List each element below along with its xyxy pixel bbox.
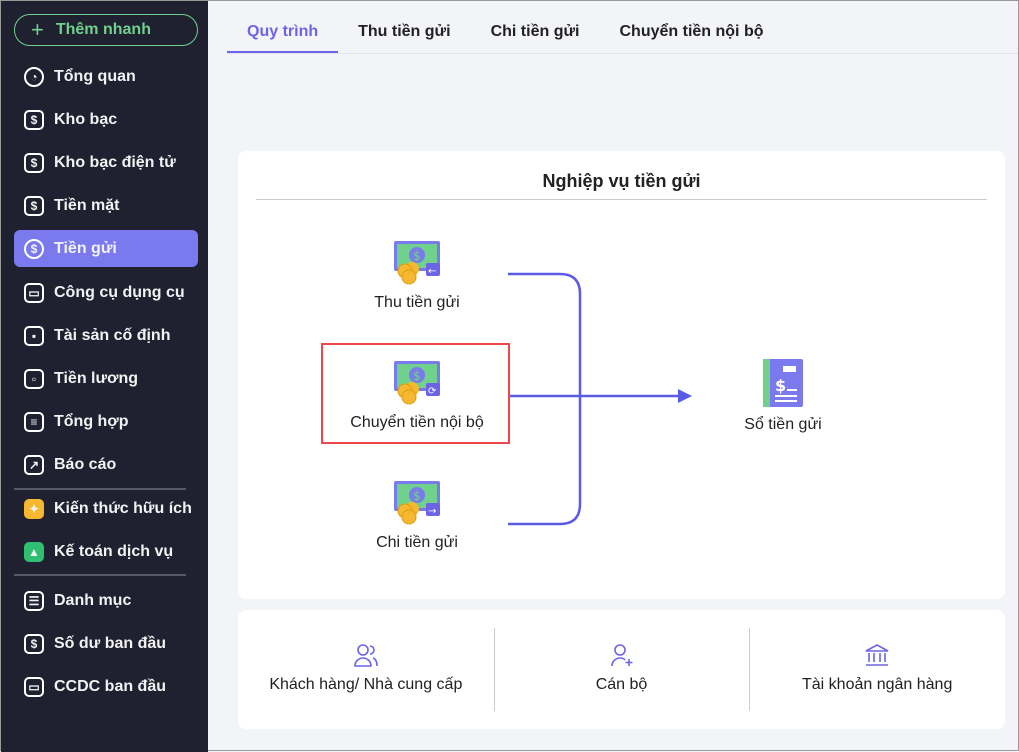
flow-source-label: Thu tiền gửi: [374, 294, 460, 311]
svg-text:$: $: [413, 369, 421, 383]
sidebar-item-label: Kho bạc: [54, 110, 118, 128]
cash-bag-icon: $: [24, 195, 44, 216]
money-coins-icon: $⟳: [394, 361, 440, 405]
sidebar: + Thêm nhanh ◔ Tổng quan $ Kho bạc $ Kho bạc đ…: [1, 1, 208, 752]
sidebar-item-cash-bag[interactable]: $ Tiền mặt: [14, 187, 198, 224]
quick-add-button[interactable]: + Thêm nhanh: [14, 14, 198, 46]
money-coins-icon: $→: [394, 481, 440, 525]
ledger-book-icon: $: [763, 359, 803, 407]
sidebar-item-knowledge[interactable]: ✦ Kiến thức hữu ích: [14, 490, 198, 527]
flow-node-chi-tien-gui[interactable]: $ → Chi tiền gửi: [322, 479, 512, 552]
tab-bar: Quy trình Thu tiền gửi Chi tiền gửi Chuy…: [227, 15, 784, 55]
sidebar-item-e-treasury[interactable]: $ Kho bạc điện tử: [14, 144, 198, 181]
flow-node-chuyen-tien-noi-bo[interactable]: $ ⟳ Chuyển tiền nội bộ: [322, 359, 512, 432]
connector-bracket: [508, 272, 582, 526]
flow-source-label: Chi tiền gửi: [376, 534, 458, 551]
shortcut-staff[interactable]: Cán bộ: [493, 610, 750, 729]
tools-initial-icon: ▭: [24, 676, 44, 697]
sidebar-item-safe[interactable]: $ Kho bạc: [14, 101, 198, 138]
tools-icon: ▭: [24, 282, 44, 303]
flow-target-label: Sổ tiền gửi: [744, 416, 822, 433]
sidebar-item-label: Tổng hợp: [54, 412, 129, 430]
sidebar-item-tools[interactable]: ▭ Công cụ dụng cụ: [14, 274, 198, 311]
sidebar-item-service[interactable]: ▲ Kế toán dịch vụ: [14, 533, 198, 570]
sidebar-item-label: Tổng quan: [54, 67, 136, 85]
sidebar-item-label: CCDC ban đầu: [54, 677, 166, 695]
service-icon: ▲: [24, 541, 44, 562]
svg-text:$: $: [413, 489, 421, 503]
sidebar-item-balance[interactable]: $ Số dư ban đầu: [14, 625, 198, 662]
briefcase-icon: ▫: [24, 368, 44, 389]
divider: [14, 488, 186, 490]
divider: [256, 199, 987, 200]
e-treasury-icon: $: [24, 152, 44, 173]
sidebar-item-pie-chart[interactable]: ◔ Tổng quan: [14, 58, 198, 95]
deposit-icon: $: [24, 238, 44, 259]
tab-chuyen-tien-noi-bo[interactable]: Chuyển tiền nội bộ: [619, 23, 764, 40]
tab-thu-tien-gui[interactable]: Thu tiền gửi: [358, 23, 451, 40]
sidebar-item-label: Báo cáo: [54, 455, 117, 473]
safe-icon: $: [24, 109, 44, 130]
sidebar-item-list[interactable]: ☰ Danh mục: [14, 582, 198, 619]
report-icon: ↗: [24, 454, 44, 475]
sidebar-item-label: Tiền gửi: [54, 239, 117, 257]
sidebar-item-label: Tiền mặt: [54, 196, 120, 214]
bank-icon: [865, 644, 889, 666]
tab-quy-trinh[interactable]: Quy trình: [227, 15, 339, 54]
quick-add-label: Thêm nhanh: [55, 21, 151, 38]
divider: [14, 574, 186, 576]
flow-title: Nghiệp vụ tiền gửi: [542, 171, 701, 191]
svg-text:→: →: [428, 506, 436, 517]
user-add-icon: [610, 644, 632, 667]
svg-text:$: $: [775, 376, 786, 395]
sidebar-item-report[interactable]: ↗ Báo cáo: [14, 446, 198, 483]
shortcuts-card: Khách hàng/ Nhà cung cấp Cán bộ Tài khoả…: [238, 610, 1005, 729]
knowledge-icon: ✦: [24, 498, 44, 519]
document-icon: ≡: [24, 411, 44, 432]
sidebar-item-label: Tiền lương: [54, 369, 138, 387]
sidebar-item-document[interactable]: ≡ Tổng hợp: [14, 403, 198, 440]
svg-text:$: $: [413, 249, 421, 263]
arrow-head-icon: [678, 389, 692, 403]
shortcut-label: Tài khoản ngân hàng: [802, 676, 953, 693]
sidebar-item-label: Số dư ban đầu: [54, 634, 167, 652]
shortcut-customers-suppliers[interactable]: Khách hàng/ Nhà cung cấp: [238, 610, 494, 729]
flow-node-thu-tien-gui[interactable]: $ ← Thu tiền gửi: [322, 239, 512, 312]
balance-icon: $: [24, 633, 44, 654]
tab-chi-tien-gui[interactable]: Chi tiền gửi: [490, 23, 580, 40]
sidebar-item-label: Tài sản cố định: [54, 326, 171, 344]
tab-underline: [227, 53, 1018, 54]
truck-icon: ▪: [24, 325, 44, 346]
shortcut-label: Khách hàng/ Nhà cung cấp: [269, 676, 463, 693]
flow-card: Nghiệp vụ tiền gửi $ ← Thu tiền gửi $ ⟳ Chuyể…: [238, 151, 1005, 599]
svg-text:⟳: ⟳: [428, 386, 437, 397]
money-coins-icon: $←: [394, 241, 440, 285]
plus-icon: +: [31, 17, 44, 42]
list-icon: ☰: [24, 590, 44, 611]
users-icon: [354, 644, 378, 667]
shortcut-label: Cán bộ: [595, 676, 648, 693]
flow-source-label: Chuyển tiền nội bộ: [350, 414, 484, 431]
sidebar-item-truck[interactable]: ▪ Tài sản cố định: [14, 317, 198, 354]
svg-text:←: ←: [428, 266, 436, 277]
sidebar-item-briefcase[interactable]: ▫ Tiền lương: [14, 360, 198, 397]
sidebar-item-label: Kho bạc điện tử: [54, 153, 176, 171]
sidebar-item-label: Kế toán dịch vụ: [54, 542, 174, 560]
sidebar-item-tools-initial[interactable]: ▭ CCDC ban đầu: [14, 668, 198, 705]
sidebar-item-deposit[interactable]: $ Tiền gửi: [14, 230, 198, 267]
pie-chart-icon: ◔: [24, 66, 44, 87]
shortcut-bank-account[interactable]: Tài khoản ngân hàng: [749, 610, 1005, 729]
sidebar-item-label: Công cụ dụng cụ: [54, 283, 185, 301]
sidebar-item-label: Danh mục: [54, 591, 132, 609]
flow-connectors: [508, 272, 692, 526]
highlight-box: [321, 343, 510, 444]
sidebar-item-label: Kiến thức hữu ích: [54, 499, 192, 517]
flow-node-so-tien-gui[interactable]: $ Sổ tiền gửi: [688, 359, 878, 434]
